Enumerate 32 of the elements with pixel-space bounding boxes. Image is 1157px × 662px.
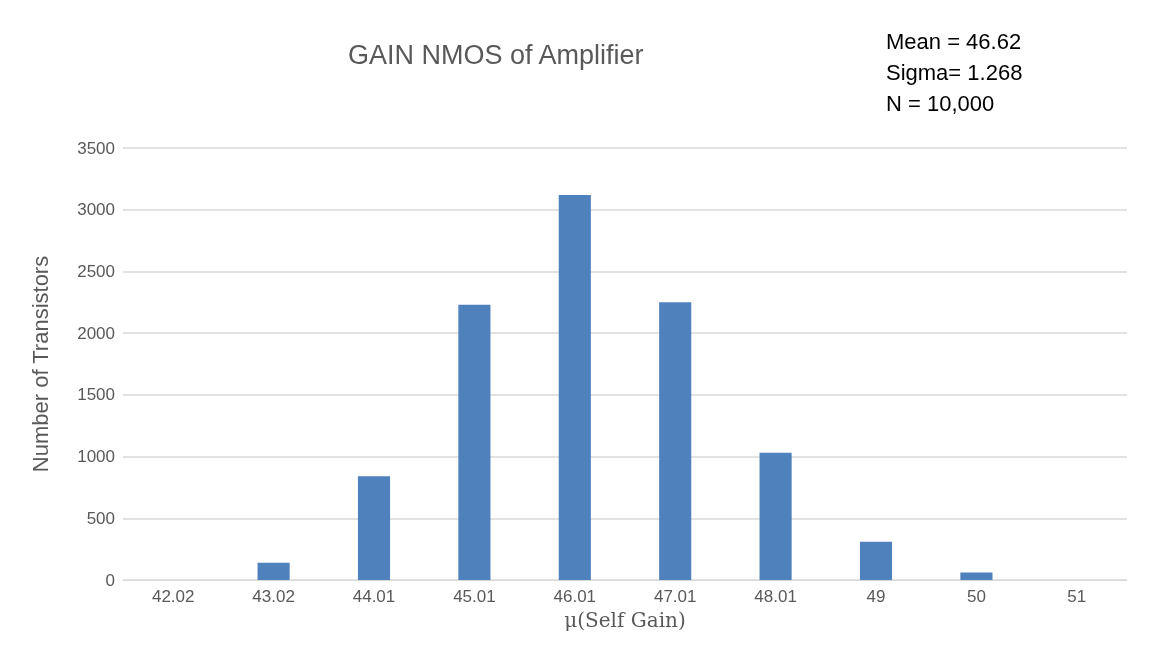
y-tick-label: 2500 — [77, 261, 115, 281]
x-tick-label: 51 — [1067, 587, 1087, 606]
y-axis-title: Number of Transistors — [27, 255, 53, 473]
y-tick-label: 2000 — [77, 323, 115, 343]
x-tick-label: 47.01 — [653, 587, 697, 606]
x-tick-label: 44.01 — [352, 587, 396, 606]
x-tick-label: 48.01 — [754, 587, 797, 606]
y-tick-label: 500 — [86, 508, 115, 528]
x-tick-label: 49 — [866, 587, 886, 606]
bar — [458, 304, 491, 580]
x-tick-label: 45.01 — [453, 587, 496, 606]
text: N = 10,000 — [886, 91, 995, 116]
y-tick-label: 3000 — [77, 200, 115, 220]
x-axis-title: μ(Self Gain) — [564, 608, 686, 632]
bar — [859, 541, 893, 580]
x-tick-label: 43.02 — [252, 587, 295, 606]
x-tick-label: 46.01 — [553, 587, 597, 606]
y-tick-label: 1500 — [77, 385, 115, 405]
bar — [558, 194, 591, 580]
chart-title: GAIN NMOS of Amplifier — [348, 39, 644, 70]
bar — [759, 452, 792, 580]
x-tick-label: 42.02 — [151, 587, 195, 606]
y-tick-label: 3500 — [77, 138, 115, 158]
bar — [659, 302, 692, 580]
y-tick-label: 0 — [105, 570, 115, 590]
bar — [357, 476, 391, 580]
y-tick-label: 1000 — [77, 447, 115, 467]
bar — [257, 562, 290, 580]
text: Sigma= 1.268 — [886, 60, 1023, 85]
text: Mean = 46.62 — [886, 29, 1022, 54]
x-tick-label: 50 — [966, 587, 986, 606]
bar — [960, 572, 993, 580]
